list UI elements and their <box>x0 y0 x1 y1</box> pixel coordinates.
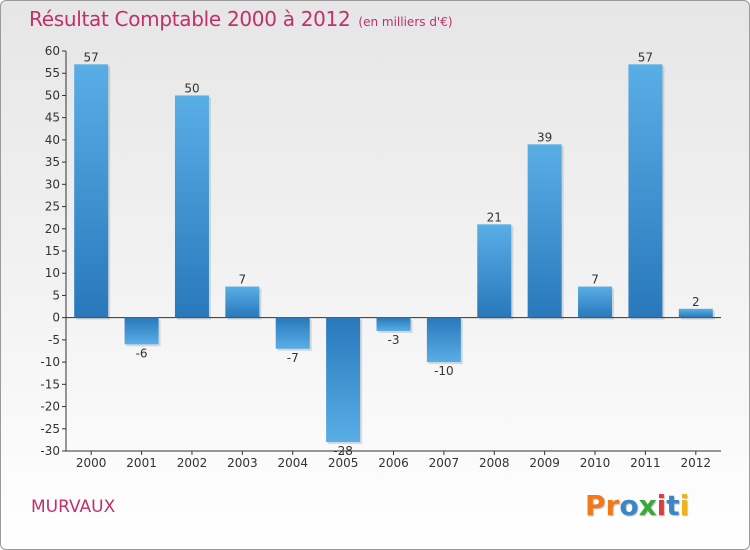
data-label: 7 <box>591 273 599 287</box>
x-tick-label: 2011 <box>630 456 661 470</box>
bar <box>628 64 663 318</box>
bar <box>225 286 260 318</box>
y-tick-label: 45 <box>45 111 60 125</box>
x-tick-label: 2009 <box>529 456 560 470</box>
data-label: -28 <box>333 444 353 458</box>
x-tick-label: 2001 <box>126 456 157 470</box>
axes: -30 -25 -20 -15 -10 -5 0 5 10 15 20 25 30 35 40 45 50 55 6… <box>40 44 721 470</box>
y-tick-label: -25 <box>40 422 60 436</box>
y-tick-label: 30 <box>45 177 60 191</box>
data-label: 50 <box>184 81 199 95</box>
y-tick-label: -5 <box>48 333 60 347</box>
data-label: 21 <box>487 210 502 224</box>
y-tick-label: 20 <box>45 222 60 236</box>
y-tick-label: 60 <box>45 44 60 58</box>
data-label: -10 <box>434 364 454 378</box>
logo-letter: P <box>585 489 606 522</box>
commune-name: MURVAUX <box>31 497 116 517</box>
bar <box>426 317 461 363</box>
bar <box>174 95 209 318</box>
y-tick-label: -20 <box>40 400 60 414</box>
bar <box>376 317 411 331</box>
logo-letter: x <box>638 489 657 522</box>
x-tick-label: 2008 <box>479 456 510 470</box>
logo-letter: i <box>656 489 667 522</box>
y-tick-label: 5 <box>52 288 60 302</box>
chart-title: Résultat Comptable 2000 à 2012 <box>29 7 351 31</box>
y-tick-label: 55 <box>45 66 60 80</box>
bar <box>477 224 512 318</box>
x-tick-label: 2006 <box>378 456 409 470</box>
x-tick-label: 2003 <box>227 456 258 470</box>
data-label: 57 <box>84 50 99 64</box>
x-tick-label: 2005 <box>328 456 359 470</box>
proxiti-logo[interactable]: Proxiti <box>585 489 689 522</box>
x-tick-label: 2010 <box>580 456 611 470</box>
x-tick-label: 2002 <box>177 456 208 470</box>
logo-letter: t <box>666 489 680 522</box>
data-label: -6 <box>136 346 148 360</box>
y-tick-label: -15 <box>40 377 60 391</box>
y-tick-label: 15 <box>45 244 60 258</box>
x-tick-label: 2004 <box>277 456 308 470</box>
bar <box>527 144 562 318</box>
y-tick-label: -30 <box>40 444 60 458</box>
logo-letter: i <box>679 489 690 522</box>
y-tick-label: -10 <box>40 355 60 369</box>
data-label: 7 <box>239 273 247 287</box>
bar <box>326 317 361 443</box>
data-label: 57 <box>638 50 653 64</box>
logo-letter: o <box>619 489 639 522</box>
chart-header: Résultat Comptable 2000 à 2012 (en millie… <box>29 7 453 31</box>
data-label: 39 <box>537 130 552 144</box>
y-tick-label: 10 <box>45 266 60 280</box>
data-label: -3 <box>388 333 400 347</box>
x-tick-label: 2012 <box>681 456 712 470</box>
y-tick-label: 50 <box>45 88 60 102</box>
bar <box>124 317 159 345</box>
x-tick-label: 2000 <box>76 456 107 470</box>
bar <box>275 317 310 349</box>
y-tick-label: 40 <box>45 133 60 147</box>
chart-subtitle: (en milliers d'€) <box>358 15 453 29</box>
bar <box>578 286 613 318</box>
logo-letter: r <box>605 489 620 522</box>
data-label: -7 <box>287 351 299 365</box>
y-tick-label: 25 <box>45 200 60 214</box>
bars <box>74 64 715 445</box>
data-labels: 57 -6 50 7 -7 -28 -3 -10 21 39 7 57 2 <box>84 50 700 458</box>
y-tick-label: 0 <box>52 311 60 325</box>
y-tick-label: 35 <box>45 155 60 169</box>
bar <box>678 308 713 318</box>
data-label: 2 <box>692 295 700 309</box>
bar <box>74 64 109 318</box>
x-tick-label: 2007 <box>429 456 460 470</box>
